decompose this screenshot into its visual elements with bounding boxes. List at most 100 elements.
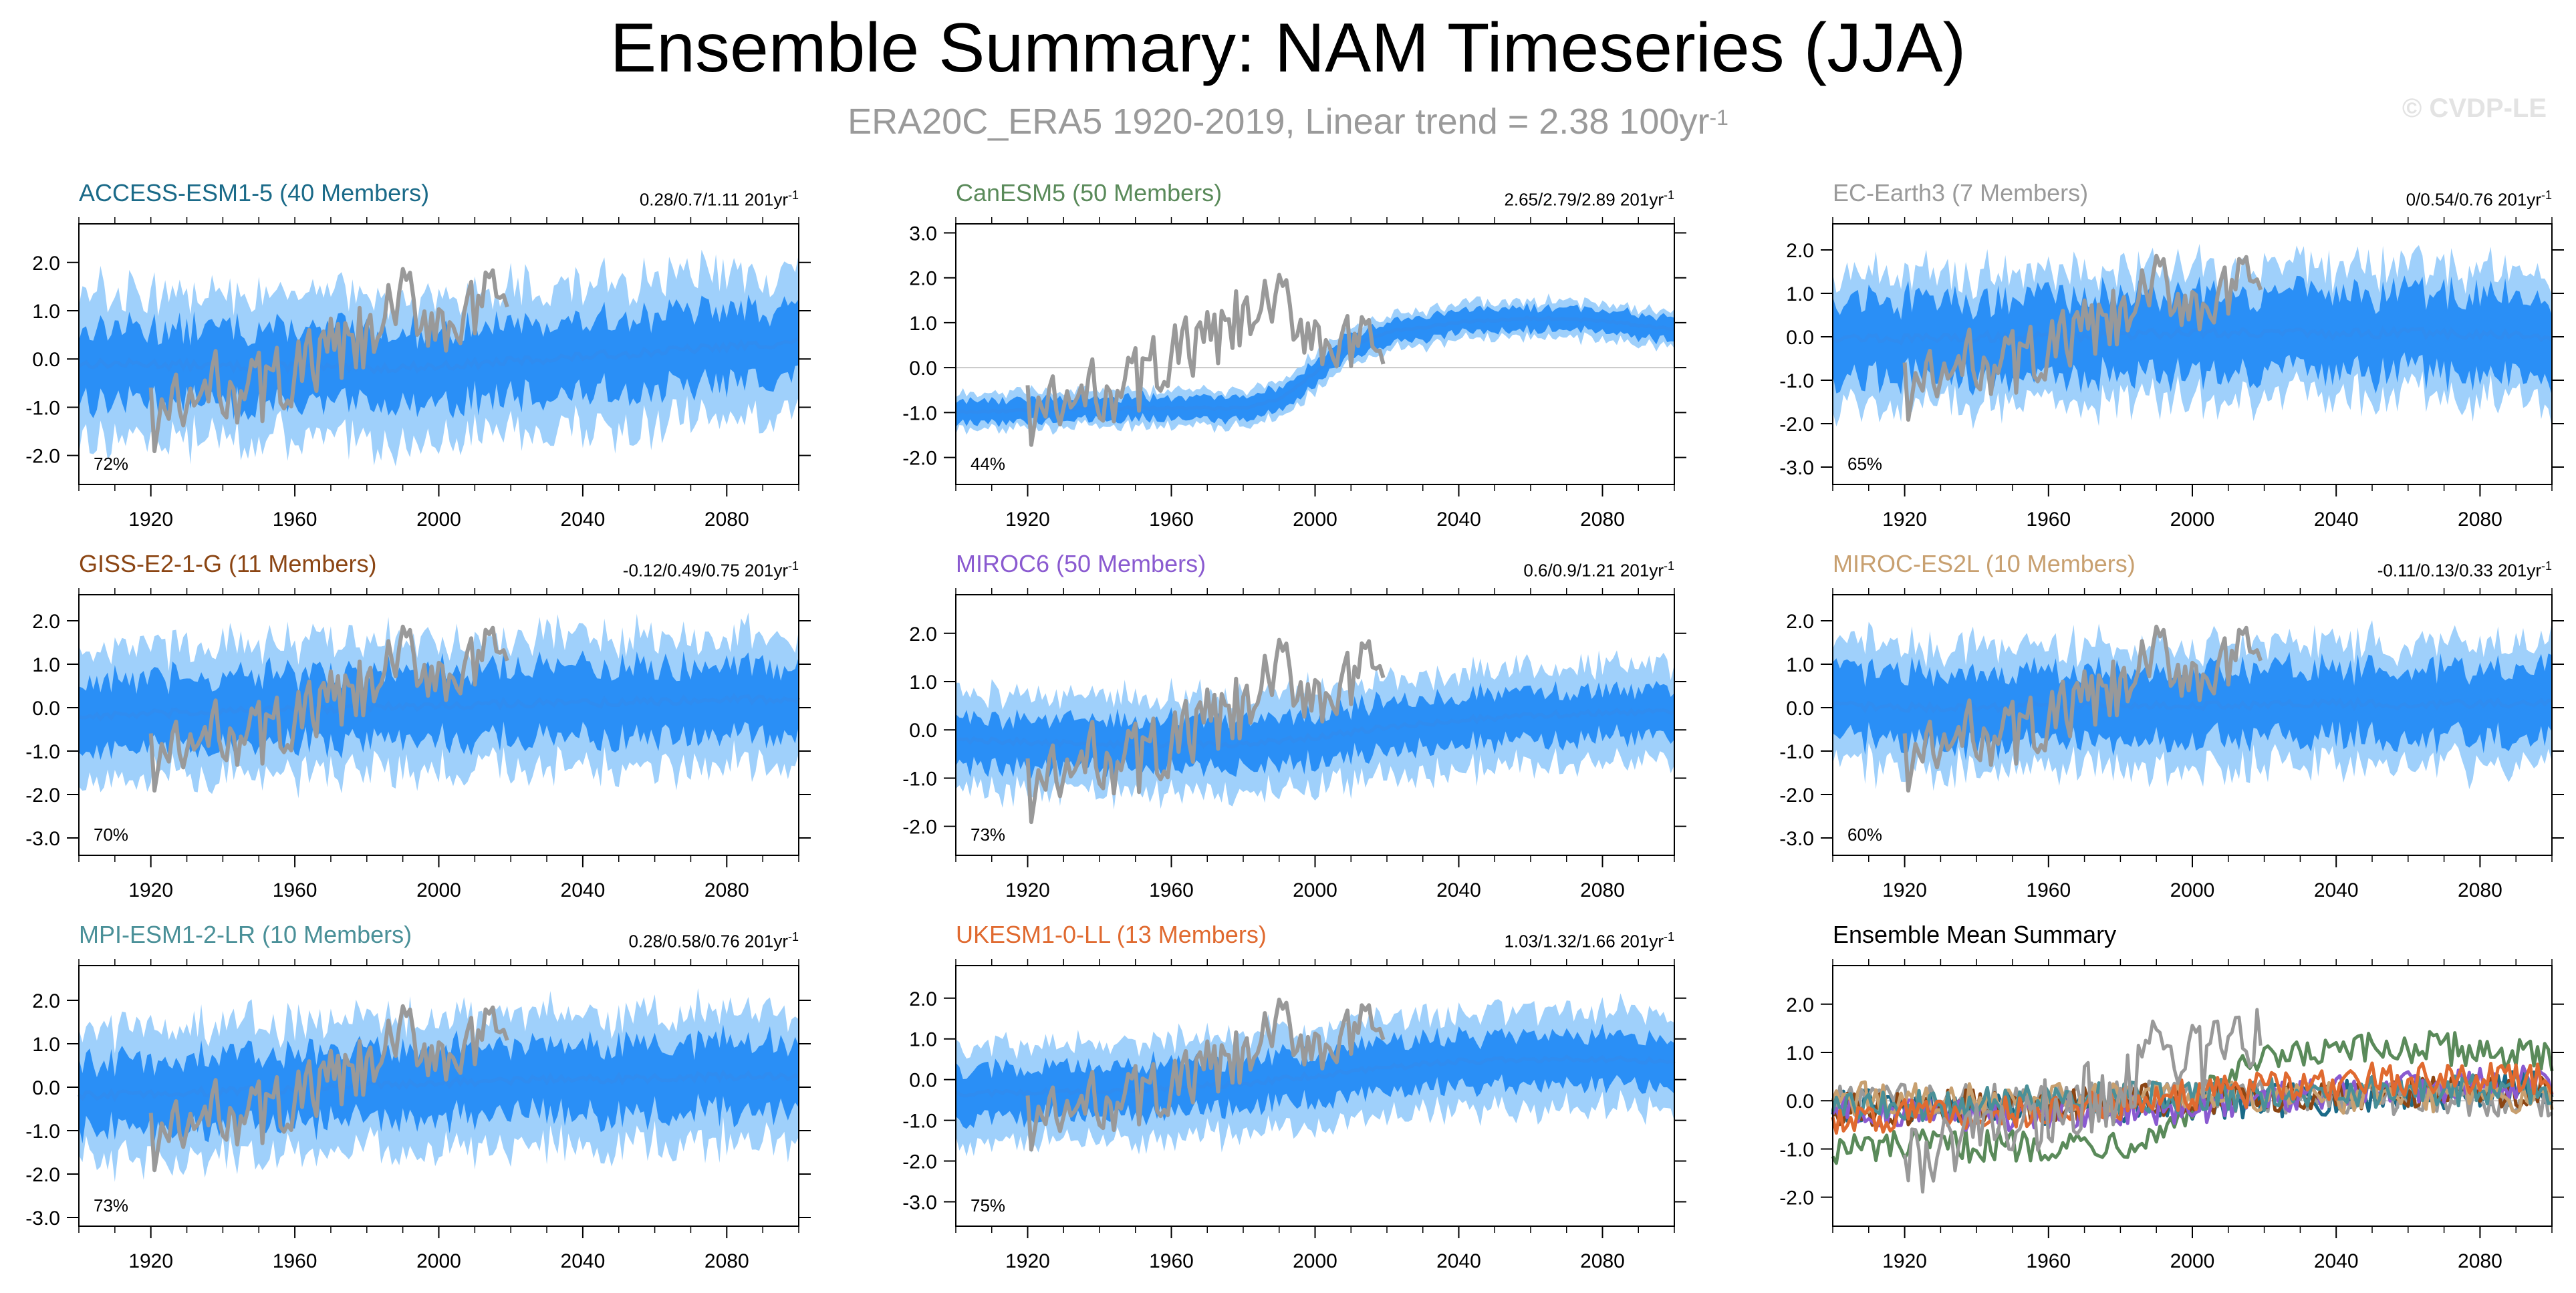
y-tick-label: -1.0 [902, 1111, 937, 1133]
x-tick-label: 2040 [2314, 1250, 2359, 1272]
y-tick-label: 1.0 [32, 301, 60, 323]
y-tick-label: 0.0 [1786, 327, 1814, 349]
y-tick-label: -2.0 [902, 817, 937, 839]
x-tick-label: 1920 [1882, 879, 1927, 901]
x-tick-label: 2080 [704, 1250, 749, 1272]
observations-line [1025, 637, 1386, 825]
x-tick-label: 2080 [2458, 879, 2502, 901]
series-line-observations [1903, 1008, 2263, 1194]
y-tick-label: 2.0 [1786, 240, 1814, 262]
panel-trend: 0/0.54/0.76 201yr-1 [2406, 184, 2552, 211]
panel-access-esm1-5: 1920 1960 2000 2040 2080 -2.0 -1.0 0.0 1.0 2.0 72% [25, 217, 811, 531]
x-tick-label: 1960 [1149, 509, 1194, 531]
panel-title: MIROC6 (50 Members) [956, 550, 1206, 577]
y-tick-label: -1.0 [1779, 741, 1814, 763]
panel-title: MPI-ESM1-2-LR (10 Members) [79, 921, 412, 948]
percent-label: 73% [94, 1195, 128, 1215]
y-tick-label: 0.0 [1786, 1091, 1814, 1113]
x-tick-label: 1920 [128, 1250, 173, 1272]
ensemble-inner-band [1833, 275, 2552, 396]
observations-line [1902, 253, 2263, 422]
panel-trend-text: 1.03/1.32/1.66 201yr [1504, 931, 1664, 952]
panel-trend-exponent: -1 [1663, 188, 1674, 202]
panel-giss-e2-1-g: 1920 1960 2000 2040 2080 -3.0 -2.0 -1.0 0.0 1.0 2.… [25, 588, 811, 901]
x-tick-label: 1920 [1005, 509, 1050, 531]
percent-label: 75% [971, 1195, 1005, 1215]
ensemble-mean-line [1831, 325, 2553, 346]
plot-frame [955, 223, 1675, 485]
y-tick-label: 0.0 [32, 1077, 60, 1099]
y-tick-label: 2.0 [909, 623, 937, 645]
panel-trend-exponent: -1 [787, 559, 799, 573]
y-tick-label: 2.0 [32, 990, 60, 1012]
subtitle: ERA20C_ERA5 1920-2019, Linear trend = 2.… [0, 100, 2576, 143]
series-line-miroc-es2l [1831, 1077, 2554, 1118]
x-tick-label: 1960 [273, 879, 317, 901]
x-tick-label: 1920 [1005, 879, 1050, 901]
subtitle-text: ERA20C_ERA5 1920-2019, Linear trend = 2.… [848, 102, 1710, 142]
panel-title: EC-Earth3 (7 Members) [1833, 179, 2089, 206]
ensemble-mean-line [955, 708, 1675, 750]
ensemble-mean-line [955, 315, 1675, 415]
panel-miroc-es2l: 1920 1960 2000 2040 2080 -3.0 -2.0 -1.0 0.0 1.0 2.… [1779, 588, 2564, 901]
observations-line [148, 1004, 509, 1173]
panel-trend-exponent: -1 [787, 188, 799, 202]
panel-trend: 0.28/0.7/1.11 201yr-1 [640, 184, 799, 211]
panel-canesm5: 1920 1960 2000 2040 2080 -2.0 -1.0 0.0 1.0 2.0 3.0… [902, 217, 1686, 531]
y-tick-label: -2.0 [1779, 414, 1814, 436]
ensemble-mean-line [78, 1069, 800, 1103]
panel-title: CanESM5 (50 Members) [956, 179, 1222, 206]
y-tick-label: -3.0 [1779, 828, 1814, 850]
x-tick-label: 2040 [561, 879, 606, 901]
y-tick-label: -3.0 [25, 1207, 60, 1230]
x-tick-label: 1920 [128, 509, 173, 531]
x-tick-label: 2080 [704, 509, 749, 531]
y-tick-label: 1.0 [909, 672, 937, 694]
percent-label: 72% [94, 454, 128, 474]
x-tick-label: 1960 [2026, 879, 2071, 901]
y-tick-label: 1.0 [1786, 1042, 1814, 1064]
y-tick-label: 1.0 [32, 654, 60, 676]
x-tick-label: 2040 [2314, 879, 2359, 901]
percent-label: 73% [971, 825, 1005, 845]
main-title: Ensemble Summary: NAM Timeseries (JJA) [610, 9, 1966, 87]
y-tick-label: 0.0 [909, 720, 937, 742]
y-tick-label: -2.0 [1779, 1187, 1814, 1209]
panel-trend-text: 0.6/0.9/1.21 201yr [1523, 560, 1664, 581]
y-tick-label: -1.0 [25, 1121, 60, 1143]
y-tick-label: 1.0 [1786, 283, 1814, 305]
panel-title: UKESM1-0-LL (13 Members) [956, 921, 1267, 948]
y-tick-label: -1.0 [25, 741, 60, 763]
observations-line [148, 624, 509, 793]
panel-trend-text: 0.28/0.58/0.76 201yr [628, 931, 788, 952]
y-tick-label: -2.0 [25, 784, 60, 807]
x-tick-label: 2000 [1293, 879, 1337, 901]
y-tick-label: -3.0 [902, 1191, 937, 1213]
panel-trend-text: 0/0.54/0.76 201yr [2406, 189, 2541, 210]
y-tick-label: 2.0 [1786, 611, 1814, 633]
panel-title: ACCESS-ESM1-5 (40 Members) [79, 179, 430, 206]
x-tick-label: 2040 [561, 1250, 606, 1272]
panel-trend: 1.03/1.32/1.66 201yr-1 [1504, 925, 1674, 953]
panel-trend: -0.12/0.49/0.75 201yr-1 [623, 555, 799, 582]
ensemble-mean-line [955, 1054, 1676, 1098]
x-tick-label: 1960 [273, 509, 317, 531]
y-tick-label: 1.0 [1786, 654, 1814, 676]
observations-line [1902, 624, 2263, 793]
x-tick-label: 2000 [416, 509, 461, 531]
y-tick-label: 1.0 [32, 1034, 60, 1056]
y-tick-label: -2.0 [25, 1164, 60, 1186]
x-tick-label: 2080 [2458, 509, 2502, 531]
x-tick-label: 1960 [273, 1250, 317, 1272]
panel-title: GISS-E2-1-G (11 Members) [79, 550, 377, 577]
y-tick-label: 0.0 [909, 357, 937, 380]
y-tick-label: 2.0 [909, 268, 937, 290]
panel-trend-exponent: -1 [1663, 930, 1674, 944]
percent-label: 44% [971, 454, 1005, 474]
x-tick-label: 2000 [2170, 1250, 2215, 1272]
panel-trend-text: 2.65/2.79/2.89 201yr [1504, 189, 1664, 210]
copyright-notice: © CVDP-LE [2402, 94, 2547, 123]
panel-trend: 0.28/0.58/0.76 201yr-1 [628, 925, 799, 953]
x-tick-label: 2040 [1436, 1250, 1481, 1272]
